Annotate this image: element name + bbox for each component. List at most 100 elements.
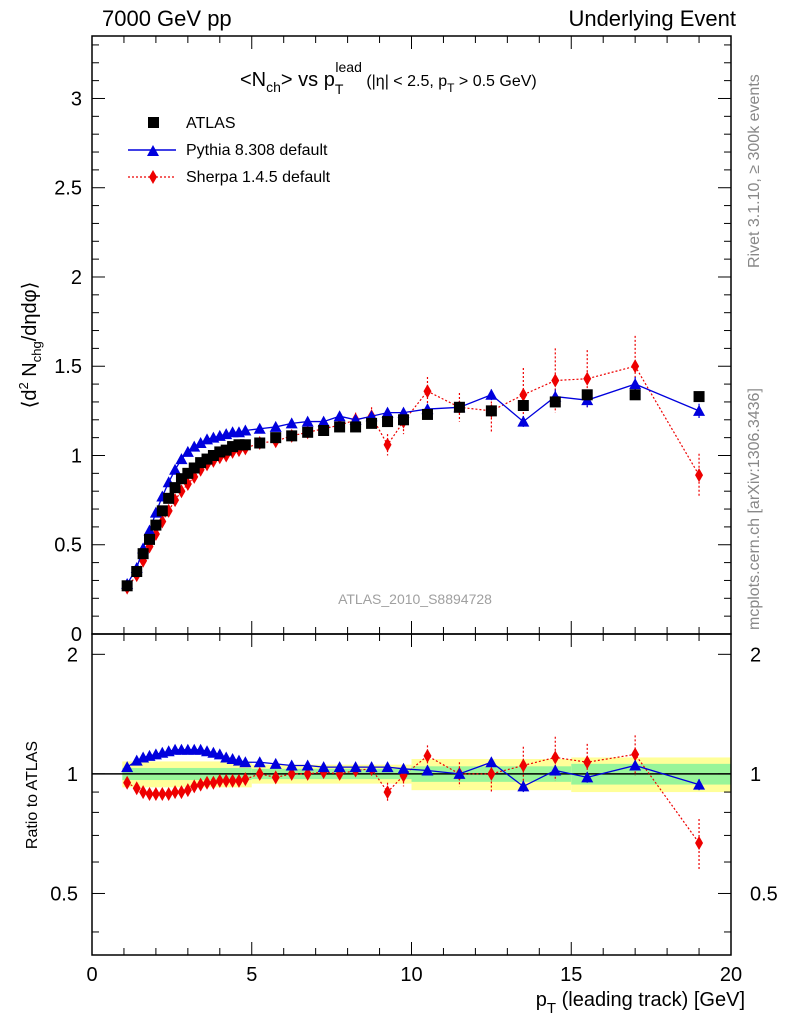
main-pythia-point bbox=[285, 417, 298, 429]
title-cut-pre: (|η| < 2.5, p bbox=[362, 73, 447, 90]
ratio-sherpa-point bbox=[132, 781, 141, 796]
ratio-sherpa-point bbox=[171, 785, 180, 800]
main-atlas-point bbox=[214, 446, 226, 458]
main-ytick-label: 2.5 bbox=[54, 178, 82, 200]
ratio-xtick-label: 5 bbox=[246, 964, 257, 986]
ratio-pythia-point bbox=[693, 778, 706, 790]
ratio-sherpa-point bbox=[209, 775, 218, 790]
legend-pythia-marker bbox=[147, 145, 159, 156]
main-atlas-point bbox=[156, 505, 168, 517]
main-atlas-point bbox=[382, 416, 394, 428]
ratio-pythia-point bbox=[365, 761, 378, 773]
main-pythia-point bbox=[333, 410, 346, 422]
ratio-pythia-point bbox=[239, 756, 252, 768]
main-ytick-label: 3 bbox=[71, 88, 82, 110]
main-atlas-point bbox=[163, 492, 175, 504]
ratio-pythia-point bbox=[333, 761, 346, 773]
ratio-pythia-point bbox=[301, 759, 314, 771]
ratio-sherpa-point bbox=[583, 755, 592, 770]
xlabel-pre: p bbox=[536, 989, 547, 1011]
main-atlas-point bbox=[131, 566, 143, 578]
ratio-sherpa-point bbox=[255, 766, 264, 781]
ratio-sherpa-point bbox=[487, 766, 496, 781]
main-ytick-label: 0.5 bbox=[54, 535, 82, 557]
header-beam-label: 7000 GeV pp bbox=[102, 6, 232, 31]
ratio-sherpa-point bbox=[228, 773, 237, 788]
main-atlas-series bbox=[121, 389, 705, 592]
ratio-xtick-label: 0 bbox=[86, 964, 97, 986]
ratio-pythia-point bbox=[349, 761, 362, 773]
ratio-sherpa-point bbox=[190, 779, 199, 794]
ratio-xlabel: pT (leading track) [GeV] bbox=[536, 989, 745, 1017]
ratio-sherpa-point bbox=[222, 773, 231, 788]
main-atlas-point bbox=[137, 548, 149, 560]
ratio-xtick-label: 15 bbox=[560, 964, 582, 986]
main-sherpa-point bbox=[583, 371, 592, 386]
main-sherpa-point bbox=[551, 373, 560, 388]
title-cut-t-sub: T bbox=[447, 81, 455, 95]
ratio-ytick-label: 1 bbox=[67, 764, 78, 786]
ratio-sherpa-point bbox=[241, 772, 250, 787]
ratio-pythia-point bbox=[121, 761, 134, 773]
ylabel-open: ⟨d bbox=[19, 389, 41, 408]
ratio-pythia-point bbox=[269, 757, 282, 769]
main-pythia-point bbox=[239, 424, 252, 436]
main-ytick-label: 0 bbox=[71, 624, 82, 646]
main-atlas-point bbox=[207, 449, 219, 461]
header-analysis-type: Underlying Event bbox=[568, 6, 736, 31]
main-atlas-point bbox=[366, 417, 378, 429]
ratio-sherpa-point bbox=[123, 775, 132, 790]
ratio-sherpa-point bbox=[695, 835, 704, 850]
ratio-sherpa-point bbox=[631, 747, 640, 762]
main-atlas-point bbox=[334, 421, 346, 433]
main-pythia-point bbox=[194, 436, 207, 448]
ratio-sherpa-point bbox=[271, 770, 280, 785]
main-atlas-point bbox=[227, 441, 239, 453]
ratio-sherpa-point bbox=[196, 777, 205, 792]
ratio-sherpa-point bbox=[158, 786, 167, 801]
title-ch-sub: ch bbox=[266, 79, 281, 95]
ratio-ylabel: Ratio to ATLAS bbox=[24, 741, 41, 849]
ratio-pythia-point bbox=[253, 756, 266, 768]
legend-pythia-label: Pythia 8.308 default bbox=[186, 142, 328, 159]
title-lead-sup: lead bbox=[335, 59, 361, 75]
main-atlas-point bbox=[182, 467, 194, 479]
main-atlas-point bbox=[270, 432, 282, 444]
ylabel-sub: chg bbox=[29, 341, 44, 362]
main-atlas-point bbox=[421, 408, 433, 420]
main-atlas-point bbox=[188, 462, 200, 474]
main-ylabel: ⟨d2 Nchg/dηdφ⟩ bbox=[16, 282, 44, 409]
ratio-pythia-point bbox=[549, 764, 562, 776]
main-atlas-point bbox=[629, 389, 641, 401]
ratio-pythia-point bbox=[397, 762, 410, 774]
main-atlas-point bbox=[254, 437, 266, 449]
ratio-ytick-label-right: 0.5 bbox=[750, 883, 778, 905]
main-pythia-point bbox=[301, 415, 314, 427]
ratio-pythia-series bbox=[121, 743, 706, 793]
main-atlas-point bbox=[693, 391, 705, 403]
main-atlas-point bbox=[302, 426, 314, 438]
title-cut-post: > 0.5 GeV) bbox=[454, 73, 536, 90]
ratio-sherpa-point bbox=[234, 773, 243, 788]
main-sherpa-point bbox=[631, 359, 640, 374]
ratio-pythia-point bbox=[581, 771, 594, 783]
legend: ATLAS Pythia 8.308 default Sherpa 1.4.5 … bbox=[128, 115, 331, 186]
ratio-xtick-label: 10 bbox=[400, 964, 422, 986]
main-pythia-line bbox=[126, 383, 700, 585]
main-atlas-point bbox=[453, 401, 465, 413]
ratio-sherpa-point bbox=[145, 786, 154, 801]
ratio-pythia-point bbox=[517, 780, 530, 792]
series-layer bbox=[121, 335, 706, 871]
xlabel-post: (leading track) [GeV] bbox=[556, 989, 745, 1011]
legend-atlas-label: ATLAS bbox=[186, 115, 236, 132]
ratio-ytick-label: 2 bbox=[67, 644, 78, 666]
main-atlas-point bbox=[239, 439, 251, 451]
main-atlas-point bbox=[286, 430, 298, 442]
main-pythia-point bbox=[253, 422, 266, 434]
ratio-sherpa-point bbox=[215, 773, 224, 788]
axes-layer: 0 5 10 15 20 0 0.5 1 1.5 2 2.5 3 0.5 0.5 1 1 2 2 bbox=[50, 35, 778, 986]
ratio-sherpa-point bbox=[139, 785, 148, 800]
ratio-ytick-label: 0.5 bbox=[50, 883, 78, 905]
main-atlas-point bbox=[350, 421, 362, 433]
main-atlas-point bbox=[169, 482, 181, 494]
